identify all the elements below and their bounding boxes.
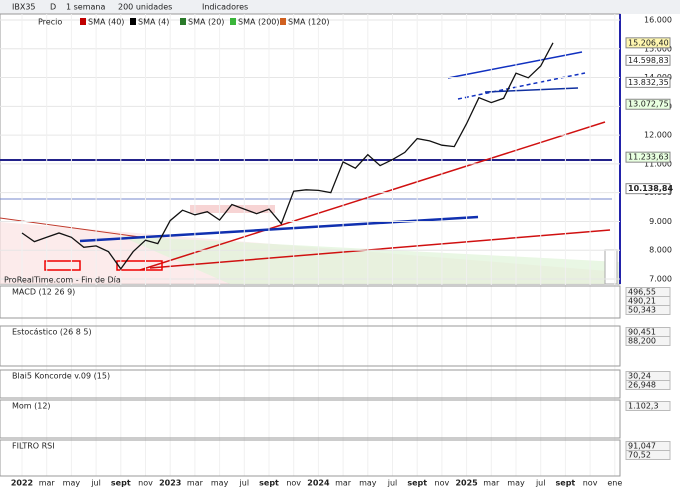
x-tick-label: 2022 xyxy=(11,479,33,488)
price-tag-label: 13.832,35 xyxy=(628,78,669,87)
y-tick-label: 15.000 xyxy=(644,44,672,53)
units[interactable]: 200 unidades xyxy=(118,3,172,12)
indicator-title: Mom (12) xyxy=(12,402,51,411)
price-line xyxy=(21,42,554,271)
box xyxy=(116,260,163,271)
legend-entry: SMA (20) xyxy=(188,18,224,27)
indicator-value: 90,451 xyxy=(628,328,656,337)
indicator-title: MACD (12 26 9) xyxy=(12,288,75,297)
indicator-value: 88,200 xyxy=(628,337,656,346)
price-tag-label: 13.072,75 xyxy=(628,100,669,109)
price-tag xyxy=(625,54,671,66)
x-tick-label: may xyxy=(359,479,377,488)
indicators[interactable]: Indicadores xyxy=(202,3,248,12)
box xyxy=(44,260,81,271)
price-tag xyxy=(625,151,671,163)
price-tag-label: 11.233,63 xyxy=(628,153,669,162)
legend-swatch xyxy=(130,18,136,25)
legend-entry: SMA (4) xyxy=(138,18,169,27)
indicator-panel xyxy=(0,399,621,439)
indicator-value: 50,343 xyxy=(628,306,656,315)
x-tick-label: sept xyxy=(556,479,576,488)
x-tick-label: nov xyxy=(286,479,301,488)
indicator-value: 1.102,3 xyxy=(628,402,659,411)
y-tick-label: 11.000 xyxy=(644,159,672,168)
x-tick-label: jul xyxy=(239,479,250,488)
indicator-tag xyxy=(625,305,671,315)
x-tick-label: may xyxy=(211,479,229,488)
indicator-tag xyxy=(625,450,671,460)
y-tick-label: 9.000 xyxy=(649,217,672,226)
y-tick-label: 8.000 xyxy=(649,246,672,255)
x-tick-label: jul xyxy=(387,479,398,488)
y-tick-label: 12.000 xyxy=(644,131,672,140)
x-tick-label: mar xyxy=(483,479,500,488)
zone xyxy=(120,236,620,284)
x-tick-label: may xyxy=(63,479,81,488)
channel xyxy=(447,51,583,79)
x-tick-label: jul xyxy=(535,479,546,488)
x-tick-label: sept xyxy=(407,479,427,488)
indicator-tag xyxy=(625,336,671,346)
legend-swatch xyxy=(280,18,286,25)
x-tick-label: nov xyxy=(583,479,598,488)
legend-swatch xyxy=(180,18,186,25)
price-tag xyxy=(625,76,671,88)
indicator-title: FILTRO RSI xyxy=(12,442,55,451)
legend-entry: Precio xyxy=(38,18,62,27)
box xyxy=(190,205,275,213)
indicator-value: 30,24 xyxy=(628,372,651,381)
indicator-value: 70,52 xyxy=(628,451,651,460)
x-tick-label: ene xyxy=(607,479,622,488)
indicator-title: Blai5 Koncorde v.09 (15) xyxy=(12,372,110,381)
x-tick-label: nov xyxy=(435,479,450,488)
x-tick-label: 2025 xyxy=(455,479,478,488)
price-tag xyxy=(625,183,671,195)
price-tag-label: 15.206,40 xyxy=(628,38,669,47)
letter[interactable]: D xyxy=(50,3,56,12)
x-tick-label: 2024 xyxy=(307,479,330,488)
legend-entry: SMA (40) xyxy=(88,18,124,27)
legend-swatch xyxy=(80,18,86,25)
x-tick-label: mar xyxy=(335,479,352,488)
x-tick-label: jul xyxy=(90,479,101,488)
legend-swatch xyxy=(230,18,236,25)
price-tag-label: 14.598,83 xyxy=(628,56,669,65)
y-tick-label: 16.000 xyxy=(644,16,672,25)
trend xyxy=(149,229,611,269)
trend xyxy=(139,121,606,271)
legend-entry: SMA (120) xyxy=(288,18,330,27)
x-tick-label: sept xyxy=(111,479,131,488)
x-tick-label: 2023 xyxy=(159,479,181,488)
price-tag xyxy=(625,98,671,110)
watermark: ProRealTime.com - Fin de Día xyxy=(4,276,121,285)
x-tick-label: may xyxy=(507,479,525,488)
y-tick-label: 7.000 xyxy=(649,275,672,284)
indicator-panel xyxy=(0,369,621,399)
indicator-panel xyxy=(0,285,621,319)
symbol[interactable]: IBX35 xyxy=(12,3,36,12)
channel xyxy=(484,87,579,93)
indicator-title: Estocástico (26 8 5) xyxy=(12,328,92,337)
indicator-panel xyxy=(0,439,621,477)
toolbar xyxy=(0,0,680,14)
x-tick-label: mar xyxy=(39,479,56,488)
indicator-value: 490,21 xyxy=(628,297,656,306)
indicator-tag xyxy=(625,401,671,411)
indicator-value: 26,948 xyxy=(628,381,656,390)
x-tick-label: nov xyxy=(138,479,153,488)
price-tag-label: 10.138,84 xyxy=(628,184,673,193)
indicator-tag xyxy=(625,380,671,390)
x-tick-label: sept xyxy=(259,479,279,488)
indicator-value: 91,047 xyxy=(628,442,656,451)
x-tick-label: mar xyxy=(187,479,204,488)
legend-entry: SMA (200) xyxy=(238,18,280,27)
indicator-panel xyxy=(0,325,621,367)
period[interactable]: 1 semana xyxy=(66,3,105,12)
price-tag xyxy=(625,37,671,49)
indicator-value: 496,55 xyxy=(628,288,656,297)
